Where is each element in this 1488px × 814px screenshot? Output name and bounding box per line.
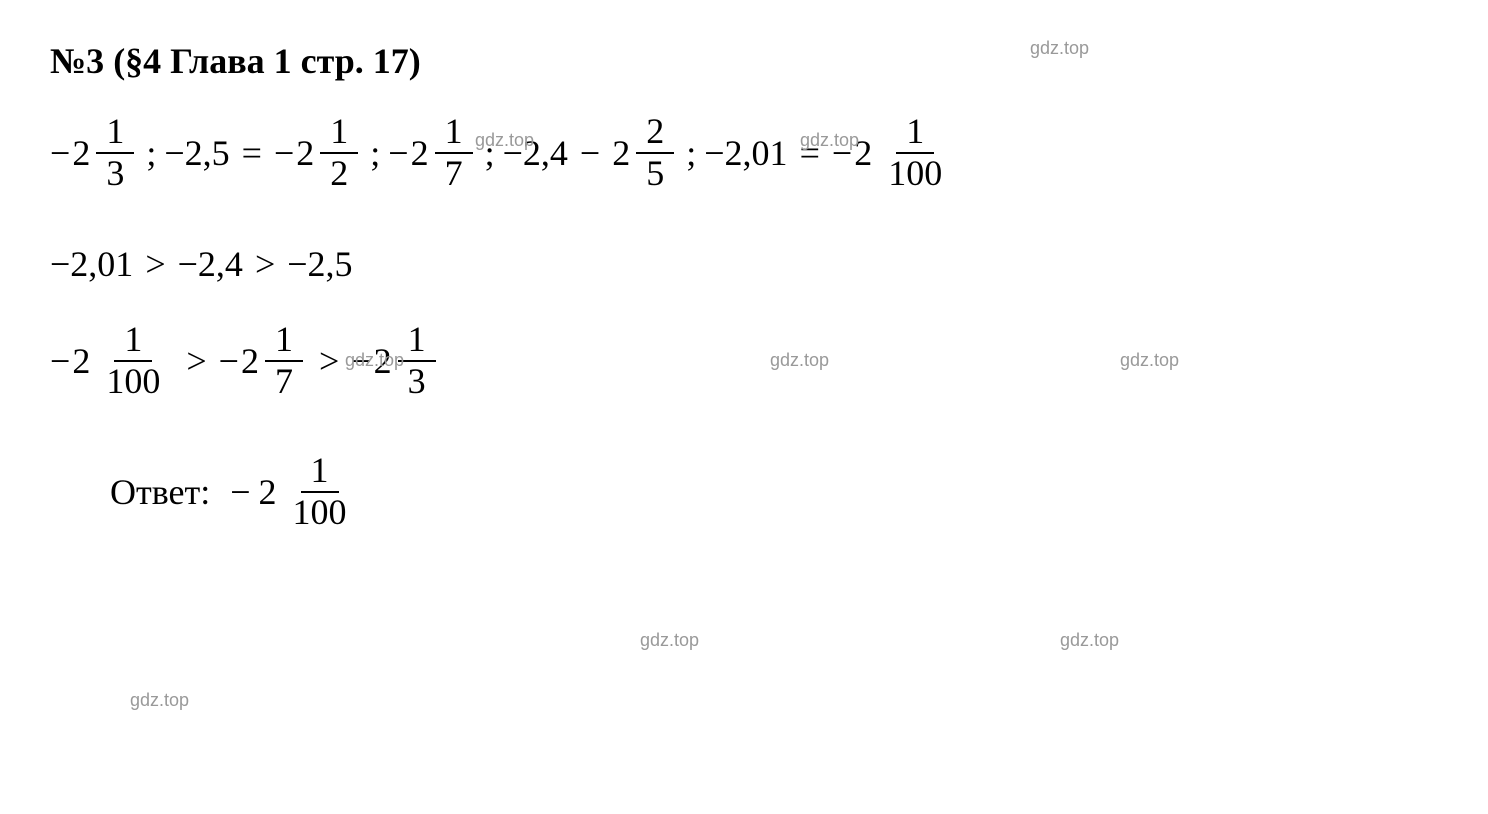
sign: − — [219, 340, 239, 382]
watermark: gdz.top — [1120, 350, 1179, 371]
minus-op: − — [580, 132, 600, 174]
problem-title: №3 (§4 Глава 1 стр. 17) — [50, 40, 1438, 82]
whole: 2 — [612, 132, 630, 174]
watermark: gdz.top — [345, 350, 404, 371]
sign: − — [230, 471, 250, 513]
whole: 2 — [259, 471, 277, 513]
fraction: 1 7 — [265, 320, 303, 401]
value-b: −2,4 — [178, 243, 243, 285]
sign: − — [50, 340, 70, 382]
decimal: −2,5 — [164, 132, 229, 174]
decimal: −2,01 — [704, 132, 787, 174]
semicolon: ; — [686, 132, 696, 174]
fraction: 1 100 — [878, 112, 952, 193]
fraction: 1 2 — [320, 112, 358, 193]
inequality-line-fractions: − 2 1 100 > − 2 1 7 > − 2 1 3 — [50, 320, 1438, 401]
equals: = — [242, 132, 262, 174]
watermark: gdz.top — [1060, 630, 1119, 651]
fraction: 2 5 — [636, 112, 674, 193]
watermark: gdz.top — [130, 690, 189, 711]
watermark: gdz.top — [640, 630, 699, 651]
title-section: (§4 Глава 1 стр. 17) — [113, 41, 421, 81]
value-c: −2,5 — [287, 243, 352, 285]
greater-than: > — [186, 340, 206, 382]
watermark: gdz.top — [800, 130, 859, 151]
semicolon: ; — [146, 132, 156, 174]
whole: 2 — [296, 132, 314, 174]
title-number: №3 — [50, 41, 104, 81]
semicolon: ; — [370, 132, 380, 174]
fraction: 1 100 — [96, 320, 170, 401]
greater-than: > — [255, 243, 275, 285]
expression-line-1: − 2 1 3 ; −2,5 = − 2 1 2 ; − 2 1 7 ; −2,… — [50, 112, 1438, 193]
watermark: gdz.top — [475, 130, 534, 151]
watermark: gdz.top — [770, 350, 829, 371]
whole: 2 — [72, 340, 90, 382]
sign: − — [274, 132, 294, 174]
inequality-line-decimals: −2,01 > −2,4 > −2,5 — [50, 243, 1438, 285]
fraction: 1 100 — [283, 451, 357, 532]
fraction: 1 7 — [435, 112, 473, 193]
answer-label: Ответ: — [110, 471, 210, 513]
whole: 2 — [241, 340, 259, 382]
watermark: gdz.top — [1030, 38, 1089, 59]
value-a: −2,01 — [50, 243, 133, 285]
sign: − — [50, 132, 70, 174]
greater-than: > — [145, 243, 165, 285]
answer-line: Ответ: − 2 1 100 — [110, 451, 1438, 532]
whole: 2 — [72, 132, 90, 174]
greater-than: > — [319, 340, 339, 382]
sign: − — [388, 132, 408, 174]
whole: 2 — [411, 132, 429, 174]
fraction: 1 3 — [96, 112, 134, 193]
